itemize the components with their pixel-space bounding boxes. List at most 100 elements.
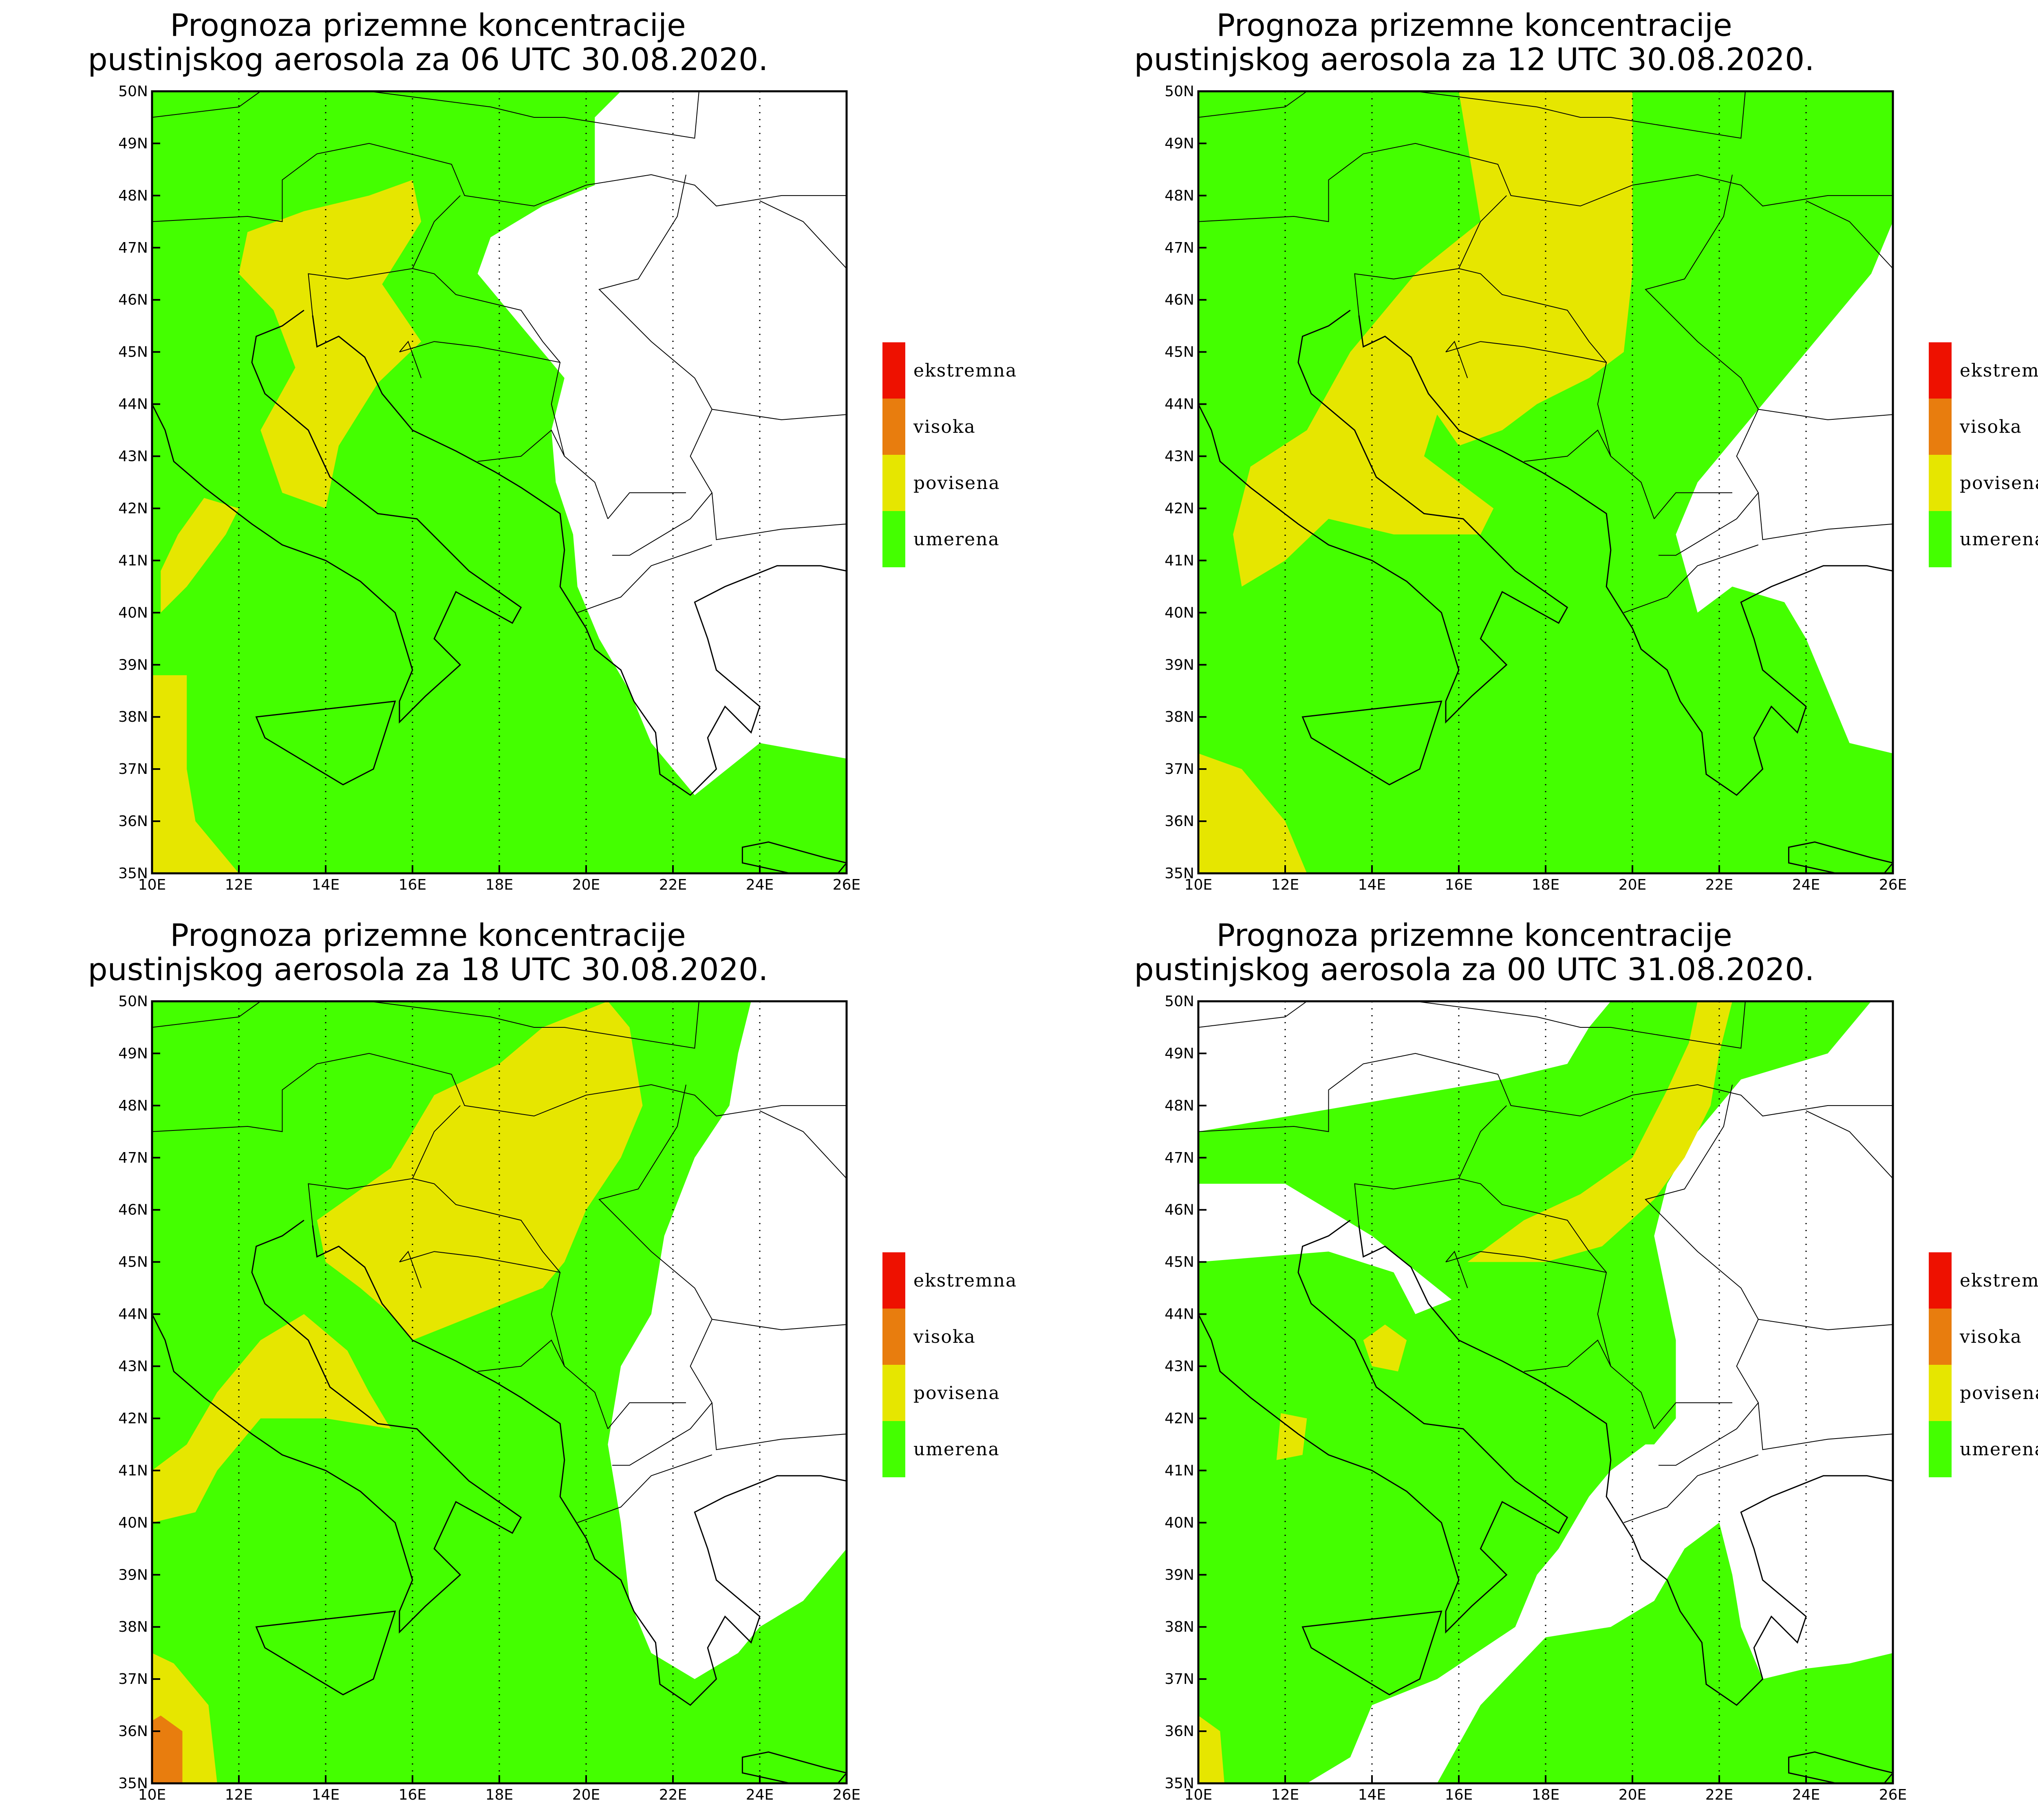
legend-item-visoka: visoka xyxy=(1929,399,2038,455)
lon-tick-label: 14E xyxy=(1358,877,1386,893)
country-border xyxy=(607,1402,686,1429)
legend-label: ekstremna xyxy=(913,1270,1017,1291)
legend-item-ekstremna: ekstremna xyxy=(1929,342,2038,399)
coastline-italy xyxy=(1198,310,1568,724)
island-outline xyxy=(255,1611,396,1696)
legend-item-ekstremna: ekstremna xyxy=(882,1252,1086,1309)
lat-tick-label: 44N xyxy=(1165,396,1194,413)
concentration-area-povisena xyxy=(1198,1715,1224,1783)
lon-tick-label: 16E xyxy=(399,1787,427,1803)
country-border xyxy=(152,91,699,139)
country-border xyxy=(1458,195,1507,269)
plot-area xyxy=(152,91,847,873)
country-border xyxy=(152,1001,699,1049)
country-border xyxy=(399,341,560,363)
island-outline xyxy=(255,701,396,786)
lat-tick-label: 48N xyxy=(1165,1097,1194,1114)
island-outline xyxy=(1301,1611,1442,1696)
coastline-italy xyxy=(152,1220,522,1634)
legend-item-ekstremna: ekstremna xyxy=(1929,1252,2038,1309)
legend-item-visoka: visoka xyxy=(882,399,1086,455)
country-border xyxy=(1198,143,1893,222)
legend-swatch xyxy=(882,1365,905,1421)
island-outline xyxy=(1788,1751,1893,1783)
country-border xyxy=(1524,430,1611,462)
legend-label: povisena xyxy=(913,473,1000,494)
lon-tick-label: 10E xyxy=(138,1787,166,1803)
lat-tick-label: 49N xyxy=(118,135,148,152)
lat-tick-label: 42N xyxy=(118,500,148,517)
lat-tick-label: 48N xyxy=(1165,187,1194,204)
panel-title-line2: pustinjskog aerosola za 18 UTC 30.08.202… xyxy=(88,951,768,987)
island-outline xyxy=(1301,701,1442,786)
lat-tick-label: 43N xyxy=(1165,448,1194,465)
legend-label: umerena xyxy=(913,529,1000,550)
lat-tick-label: 43N xyxy=(118,1358,148,1375)
legend-swatch xyxy=(1929,1421,1952,1477)
concentration-area-povisena xyxy=(152,675,239,873)
coastline-balkans xyxy=(312,315,847,796)
lat-tick-label: 47N xyxy=(1165,1150,1194,1166)
lon-tick-label: 24E xyxy=(746,1787,774,1803)
lon-tick-label: 10E xyxy=(138,877,166,893)
lon-tick-label: 20E xyxy=(1619,1787,1647,1803)
lat-tick-label: 36N xyxy=(1165,813,1194,830)
legend-item-povisena: povisena xyxy=(1929,455,2038,511)
country-border xyxy=(1445,1251,1468,1288)
country-border xyxy=(412,195,461,269)
concentration-area-umerena xyxy=(1198,91,1893,873)
country-border xyxy=(711,493,847,540)
country-border xyxy=(399,1251,422,1288)
lon-tick-label: 20E xyxy=(1619,877,1647,893)
lat-tick-label: 44N xyxy=(1165,1306,1194,1323)
lon-tick-label: 14E xyxy=(312,877,340,893)
country-border xyxy=(759,200,847,269)
island-outline xyxy=(741,841,847,873)
legend-swatch xyxy=(1929,455,1952,511)
country-border xyxy=(399,1251,560,1273)
lon-tick-label: 24E xyxy=(1792,1787,1820,1803)
lon-tick-label: 14E xyxy=(312,1787,340,1803)
country-border xyxy=(1806,1110,1893,1179)
legend-swatch xyxy=(882,399,905,455)
legend-label: visoka xyxy=(913,1326,976,1347)
forecast-map: 10E 12E 14E 16E 18E 20E 22E 24E 26E 35N 36N 37N 38N 3… xyxy=(118,993,860,1803)
lat-tick-label: 49N xyxy=(1165,135,1194,152)
lat-tick-label: 37N xyxy=(118,1671,148,1688)
lat-tick-label: 45N xyxy=(118,1254,148,1271)
lat-tick-label: 39N xyxy=(118,657,148,673)
lon-tick-label: 18E xyxy=(1532,877,1560,893)
country-border xyxy=(1806,200,1893,269)
legend-swatch xyxy=(882,1309,905,1365)
country-border xyxy=(1445,341,1468,378)
lat-tick-label: 43N xyxy=(118,448,148,465)
legend-label: povisena xyxy=(1960,1383,2038,1404)
country-border xyxy=(412,1105,461,1179)
lat-tick-label: 47N xyxy=(118,1150,148,1166)
legend-item-ekstremna: ekstremna xyxy=(882,342,1086,399)
lon-tick-label: 22E xyxy=(1705,1787,1734,1803)
legend-label: povisena xyxy=(913,1383,1000,1404)
country-border xyxy=(1645,174,1759,556)
legend-swatch xyxy=(882,511,905,567)
plot-area xyxy=(1198,91,1893,873)
panel-title-line1: Prognoza prizemne koncentracije xyxy=(170,7,686,43)
legend-item-umerena: umerena xyxy=(882,1421,1086,1477)
lon-tick-label: 20E xyxy=(572,877,600,893)
lon-tick-label: 18E xyxy=(1532,1787,1560,1803)
lat-tick-label: 41N xyxy=(118,552,148,569)
legend-label: ekstremna xyxy=(913,360,1017,381)
island-outline xyxy=(741,1751,847,1783)
lat-tick-label: 40N xyxy=(1165,604,1194,621)
country-border xyxy=(1623,1454,1759,1523)
legend-item-umerena: umerena xyxy=(1929,1421,2038,1477)
legend-swatch xyxy=(1929,1252,1952,1309)
lat-tick-label: 36N xyxy=(118,813,148,830)
coastline-balkans xyxy=(1358,315,1893,796)
lon-tick-label: 12E xyxy=(225,1787,253,1803)
lat-tick-label: 46N xyxy=(118,292,148,308)
lat-tick-label: 35N xyxy=(118,865,148,882)
forecast-panel-18utc: Prognoza prizemne koncentracije pustinjs… xyxy=(0,910,1046,1820)
forecast-map: 10E 12E 14E 16E 18E 20E 22E 24E 26E 35N 36N 37N 38N 3… xyxy=(1165,83,1907,893)
lat-tick-label: 35N xyxy=(1165,1775,1194,1792)
